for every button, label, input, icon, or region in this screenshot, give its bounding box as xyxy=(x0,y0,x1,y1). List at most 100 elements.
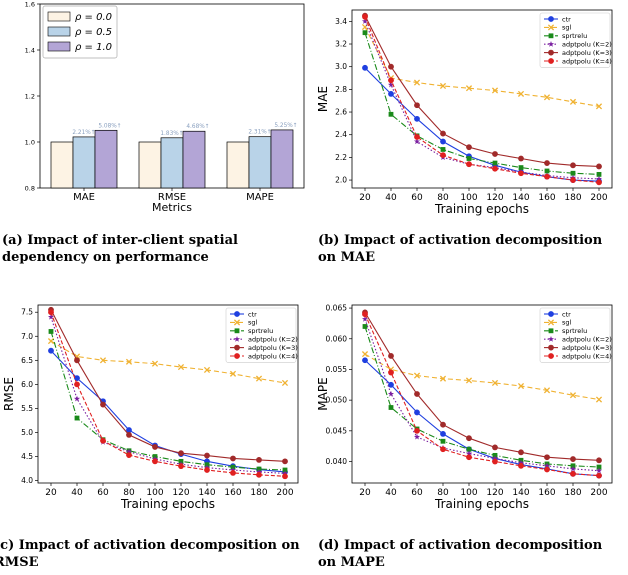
caption-b-label: (b) xyxy=(318,233,340,248)
series-line xyxy=(50,316,286,474)
x-tick-label: 200 xyxy=(276,488,293,498)
legend-marker xyxy=(548,328,554,334)
chart-c: 4.0 4.5 5.0 5.5 6.0 6.5 7.0 7.5 20 40 60 80 100 120 14… xyxy=(2,304,299,511)
data-point xyxy=(440,152,446,159)
data-point xyxy=(492,458,498,465)
data-point xyxy=(440,421,446,428)
series-4 xyxy=(362,309,602,464)
data-point xyxy=(596,179,602,186)
bar-annotation: 4.68%↑ xyxy=(186,123,209,130)
y-tick-label: 7.0 xyxy=(21,332,33,341)
data-point xyxy=(440,138,446,145)
data-point xyxy=(595,467,603,474)
x-tick-label: 120 xyxy=(172,488,189,498)
chart-a: 0.8 1.0 1.2 1.4 1.6 MAE RMSE MAPE 2.21%↑5.08%↑ 1.… xyxy=(25,0,305,214)
data-point xyxy=(362,64,368,71)
data-point xyxy=(596,163,602,170)
data-point xyxy=(388,353,394,359)
data-point xyxy=(570,456,576,462)
series-line xyxy=(364,313,600,477)
caption-a: (a) Impact of inter-client spatial depen… xyxy=(2,232,302,266)
y-tick-label: 4.0 xyxy=(21,476,33,485)
data-point xyxy=(256,471,262,478)
data-point xyxy=(595,175,603,182)
legend-box xyxy=(539,307,611,363)
x-tick-label: 80 xyxy=(123,488,135,498)
data-point xyxy=(362,311,368,318)
data-point xyxy=(491,87,499,94)
legend-marker xyxy=(547,319,555,326)
legend-label: adptpolu (K=3) xyxy=(562,49,612,57)
data-point xyxy=(178,463,184,470)
data-point xyxy=(413,372,421,379)
y-tick-label: 0.050 xyxy=(326,396,348,405)
data-point xyxy=(518,155,524,162)
data-point xyxy=(570,470,576,477)
x-tick-label: 100 xyxy=(460,193,477,203)
caption-d-text: Impact of activation decomposition on MA… xyxy=(318,538,603,570)
caption-b-text: Impact of activation decomposition on MA… xyxy=(318,233,603,265)
legend-label: ρ = 1.0 xyxy=(75,42,112,53)
x-tick-label: 20 xyxy=(359,193,371,203)
data-point xyxy=(518,170,524,177)
data-point xyxy=(466,446,472,452)
data-point xyxy=(204,452,210,459)
legend-label: adptpolu (K=2) xyxy=(562,41,612,49)
data-point xyxy=(230,469,236,476)
data-point xyxy=(544,160,550,166)
series-4 xyxy=(362,12,602,170)
y-tick-label: 2.0 xyxy=(335,176,347,185)
data-point xyxy=(152,458,158,465)
data-point xyxy=(100,401,106,408)
x-tick-label: 200 xyxy=(590,488,607,498)
data-point xyxy=(48,347,54,354)
y-tick-label: 1.2 xyxy=(25,92,35,100)
series-1 xyxy=(47,338,289,386)
data-point xyxy=(466,144,472,151)
data-point xyxy=(543,94,551,101)
x-tick-label: 100 xyxy=(460,488,477,498)
data-point xyxy=(413,433,421,440)
legend-label: sprtrelu xyxy=(562,327,587,335)
y-tick-label: 0.8 xyxy=(25,184,35,192)
data-point xyxy=(177,363,185,371)
y-tick-label: 2.6 xyxy=(335,108,347,117)
x-tick-label: 160 xyxy=(538,193,555,203)
data-point xyxy=(414,391,420,397)
series-line xyxy=(364,15,600,168)
legend-marker xyxy=(548,58,554,64)
data-point xyxy=(151,360,159,367)
data-point xyxy=(596,171,602,177)
legend-label: ρ = 0.5 xyxy=(75,27,112,38)
data-point xyxy=(543,387,551,394)
legend-label: sprtrelu xyxy=(562,32,587,40)
legend-box xyxy=(225,307,297,363)
legend-marker xyxy=(548,49,554,56)
chart-d: 0.040 0.045 0.050 0.055 0.060 0.065 20 40 60 80 10… xyxy=(316,304,613,511)
caption-c: (c) Impact of activation decomposition o… xyxy=(0,537,304,571)
y-tick-label: 5.0 xyxy=(21,428,33,437)
data-point xyxy=(440,438,446,444)
x-axis-label: Training epochs xyxy=(120,497,215,511)
caption-b: (b) Impact of activation decomposition o… xyxy=(318,232,618,266)
legend-marker xyxy=(234,353,240,359)
legend-label: adptpolu (K=4) xyxy=(248,352,298,360)
data-point xyxy=(518,165,524,170)
data-point xyxy=(465,450,473,457)
y-tick-label: 1.0 xyxy=(25,138,35,146)
x-tick-label: 180 xyxy=(564,488,581,498)
legend-marker xyxy=(548,311,554,317)
data-point xyxy=(74,357,80,364)
x-tick-label: 40 xyxy=(385,193,397,203)
bar-annotation: 2.31%↑ xyxy=(248,129,271,136)
y-tick-label: 2.4 xyxy=(335,130,347,139)
series-5 xyxy=(362,13,602,186)
bar-annotation: 5.25%↑ xyxy=(274,122,297,129)
data-point xyxy=(570,170,576,176)
data-point xyxy=(362,357,368,364)
y-tick-label: 3.4 xyxy=(335,17,347,26)
x-tick-label: 160 xyxy=(538,488,555,498)
x-tick-label: 20 xyxy=(45,488,57,498)
legend-label: ctr xyxy=(248,310,257,318)
data-point xyxy=(229,370,237,377)
